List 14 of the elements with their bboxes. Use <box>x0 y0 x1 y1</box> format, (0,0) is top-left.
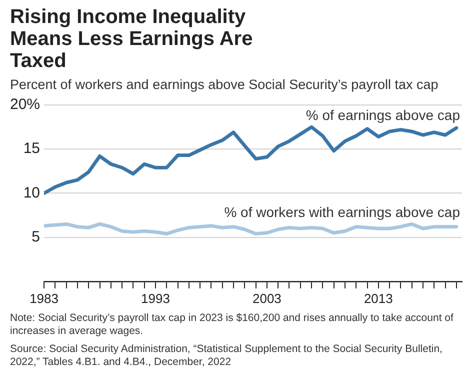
x-tick-label: 1993 <box>141 290 170 306</box>
x-tick-label: 1983 <box>30 290 58 306</box>
y-tick-label: 15 <box>23 140 40 158</box>
y-tick-label: 5 <box>32 228 40 246</box>
x-tick-label: 2003 <box>252 290 282 306</box>
series-label: % of workers with earnings above cap <box>224 204 460 220</box>
source-note: Source: Social Security Administration, “Statistical Supplement to the Social Security Bulletin, 2022,” Tables 4.B1. and 4.B4., December, 2022 <box>10 343 444 369</box>
chart-subtitle: Percent of workers and earnings above Social Security’s payroll tax cap <box>10 77 440 92</box>
y-tick-label: 20% <box>10 96 40 114</box>
x-tick-label: 2013 <box>364 290 393 306</box>
series-label: % of earnings above cap <box>306 107 460 124</box>
chart-title: Rising Income Inequality Means Less Earnings Are Taxed <box>10 6 254 72</box>
y-tick-label: 10 <box>23 184 40 202</box>
text: Note: Social Security’s payroll tax cap in 2023 is $160,200 and rises annually to take account of increases in average wages. <box>10 312 454 338</box>
